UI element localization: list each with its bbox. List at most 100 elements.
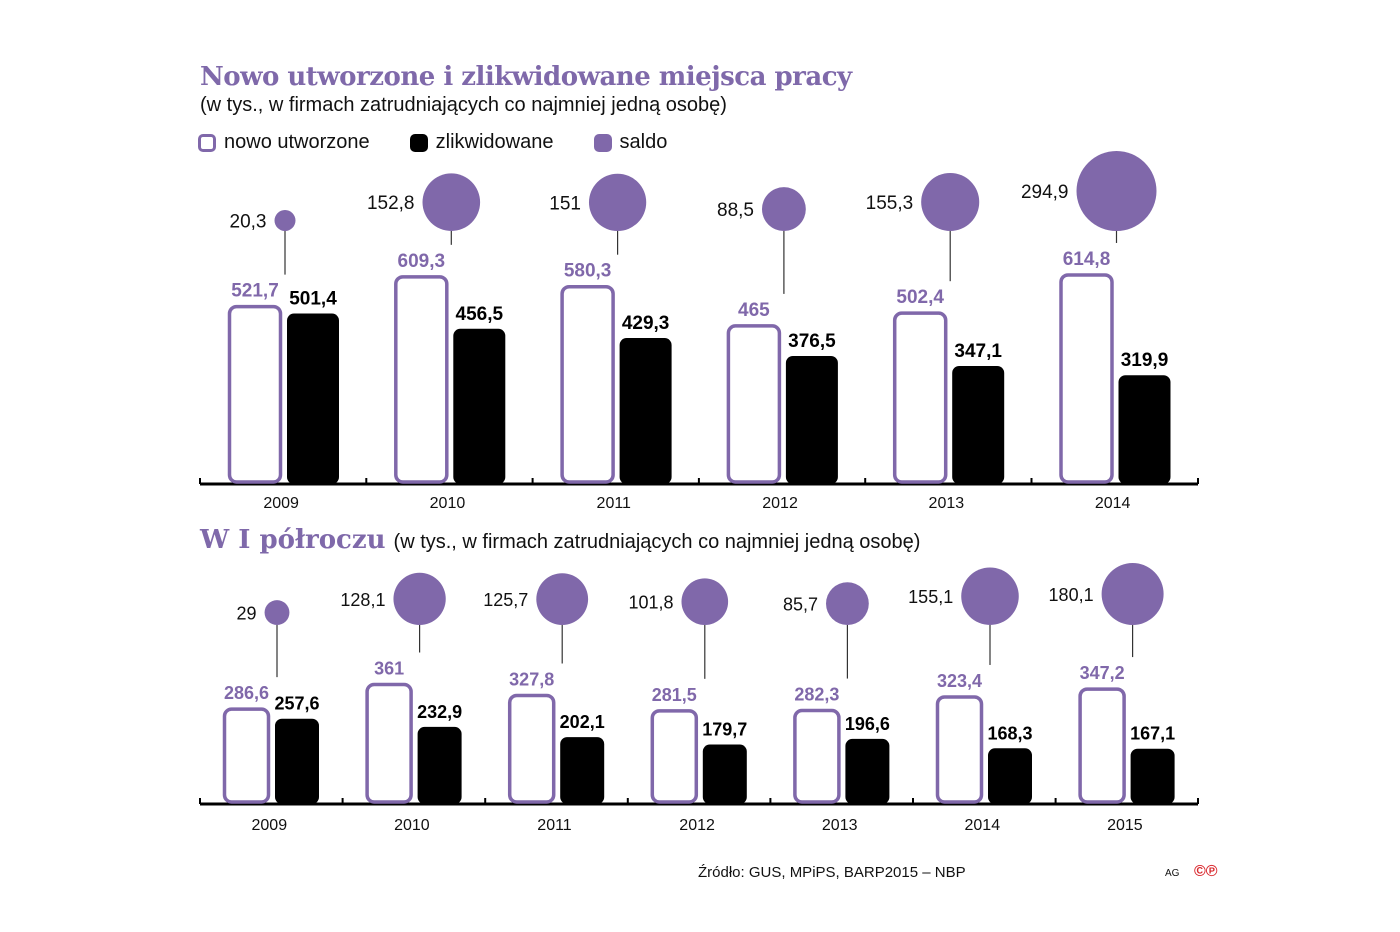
label-new: 361 bbox=[374, 659, 404, 679]
chart-title: Nowo utworzone i zlikwidowane miejsca pr… bbox=[200, 62, 852, 92]
label-liquidated: 257,6 bbox=[274, 694, 319, 714]
legend-swatch-new bbox=[198, 133, 216, 152]
label-saldo: 125,7 bbox=[483, 590, 528, 610]
bar-liquidated bbox=[560, 737, 605, 804]
label-liquidated: 179,7 bbox=[702, 720, 747, 740]
legend-label: nowo utworzone bbox=[224, 131, 370, 153]
legend-item-new: nowo utworzone bbox=[198, 131, 370, 154]
label-saldo: 155,3 bbox=[866, 193, 914, 214]
label-saldo: 85,7 bbox=[783, 595, 818, 615]
legend: nowo utworzone zlikwidowane saldo bbox=[198, 131, 707, 154]
bar-new bbox=[793, 708, 841, 804]
chart2-title: W I półroczu bbox=[200, 525, 386, 555]
bar-liquidated bbox=[785, 355, 838, 484]
bubble-saldo bbox=[422, 173, 481, 231]
bar-new bbox=[1059, 273, 1114, 484]
label-new: 347,2 bbox=[1080, 663, 1125, 683]
bubble-saldo bbox=[1076, 151, 1157, 231]
bubble-saldo bbox=[826, 582, 869, 625]
bar-liquidated bbox=[619, 338, 672, 484]
label-saldo: 155,1 bbox=[908, 587, 953, 607]
label-new: 614,8 bbox=[1063, 249, 1111, 270]
label-liquidated: 429,3 bbox=[622, 313, 670, 334]
label-saldo: 20,3 bbox=[230, 212, 267, 233]
bar-new bbox=[650, 709, 699, 804]
chart2-subtitle: (w tys., w firmach zatrudniających co na… bbox=[393, 531, 921, 553]
label-new: 323,4 bbox=[937, 671, 982, 691]
label-new: 465 bbox=[738, 300, 770, 321]
label-liquidated: 456,5 bbox=[456, 304, 504, 325]
label-liquidated: 319,9 bbox=[1121, 350, 1169, 371]
x-tick-label: 2009 bbox=[263, 495, 299, 512]
x-tick-label: 2012 bbox=[762, 495, 798, 512]
bar-liquidated bbox=[287, 313, 339, 484]
x-tick-label: 2015 bbox=[1107, 817, 1143, 834]
label-saldo: 180,1 bbox=[1049, 585, 1094, 605]
x-tick-label: 2011 bbox=[597, 495, 632, 512]
label-liquidated: 347,1 bbox=[954, 341, 1002, 362]
chart-subtitle: (w tys., w firmach zatrudniających co na… bbox=[200, 94, 727, 116]
source-note: Źródło: GUS, MPiPS, BARP2015 – NBP bbox=[698, 864, 966, 881]
bar-liquidated bbox=[453, 328, 506, 484]
bar-new bbox=[892, 311, 948, 484]
legend-label: saldo bbox=[619, 131, 668, 153]
label-liquidated: 167,1 bbox=[1130, 724, 1175, 744]
x-tick-label: 2014 bbox=[1095, 495, 1131, 512]
label-saldo: 128,1 bbox=[340, 590, 385, 610]
label-new: 609,3 bbox=[398, 251, 446, 272]
copyright-logo: ©℗ bbox=[1194, 863, 1218, 880]
bar-liquidated bbox=[845, 738, 890, 804]
bar-liquidated bbox=[275, 718, 319, 804]
label-new: 580,3 bbox=[564, 261, 612, 282]
label-liquidated: 168,3 bbox=[987, 723, 1032, 743]
bar-new bbox=[365, 682, 413, 804]
x-tick-label: 2013 bbox=[929, 495, 965, 512]
bar-new bbox=[1078, 687, 1126, 804]
bubble-saldo bbox=[264, 600, 290, 625]
x-tick-label: 2009 bbox=[252, 817, 288, 834]
x-tick-label: 2014 bbox=[965, 817, 1001, 834]
label-liquidated: 202,1 bbox=[560, 712, 605, 732]
label-saldo: 151 bbox=[549, 193, 581, 214]
chart2-heading: W I półroczu (w tys., w firmach zatrudni… bbox=[200, 525, 920, 555]
label-liquidated: 376,5 bbox=[788, 331, 836, 352]
label-liquidated: 232,9 bbox=[417, 702, 462, 722]
bubble-saldo bbox=[588, 173, 647, 232]
label-saldo: 29 bbox=[237, 604, 257, 624]
label-new: 286,6 bbox=[224, 683, 269, 703]
bar-new bbox=[560, 284, 615, 484]
legend-swatch-liq bbox=[409, 133, 428, 152]
label-new: 282,3 bbox=[794, 685, 839, 705]
legend-item-liq: zlikwidowane bbox=[409, 131, 554, 154]
label-saldo: 294,9 bbox=[1021, 182, 1069, 203]
bar-liquidated bbox=[1118, 375, 1171, 484]
label-new: 521,7 bbox=[231, 281, 279, 302]
x-tick-label: 2011 bbox=[537, 817, 572, 834]
legend-swatch-saldo bbox=[593, 133, 612, 152]
label-new: 327,8 bbox=[509, 669, 554, 689]
label-liquidated: 196,6 bbox=[845, 714, 890, 734]
x-tick-label: 2012 bbox=[679, 817, 715, 834]
bubble-saldo bbox=[961, 567, 1019, 625]
bubble-saldo bbox=[761, 187, 806, 231]
legend-label: zlikwidowane bbox=[435, 131, 554, 153]
label-new: 502,4 bbox=[896, 287, 944, 308]
x-tick-label: 2010 bbox=[430, 495, 466, 512]
bar-new bbox=[222, 707, 271, 804]
bubble-saldo bbox=[393, 572, 446, 625]
credit: AG bbox=[1165, 868, 1180, 879]
bar-new bbox=[394, 275, 449, 484]
x-tick-label: 2013 bbox=[822, 817, 858, 834]
bubble-saldo bbox=[921, 172, 980, 231]
bubble-saldo bbox=[1101, 563, 1164, 625]
bar-liquidated bbox=[1130, 748, 1175, 804]
bar-new bbox=[507, 693, 556, 804]
bar-liquidated bbox=[952, 365, 1005, 484]
bubble-saldo bbox=[536, 573, 589, 625]
bar-liquidated bbox=[988, 748, 1032, 804]
label-saldo: 152,8 bbox=[367, 193, 415, 214]
bar-new bbox=[227, 304, 283, 484]
bubble-saldo bbox=[274, 210, 296, 231]
bubble-saldo bbox=[681, 578, 729, 625]
